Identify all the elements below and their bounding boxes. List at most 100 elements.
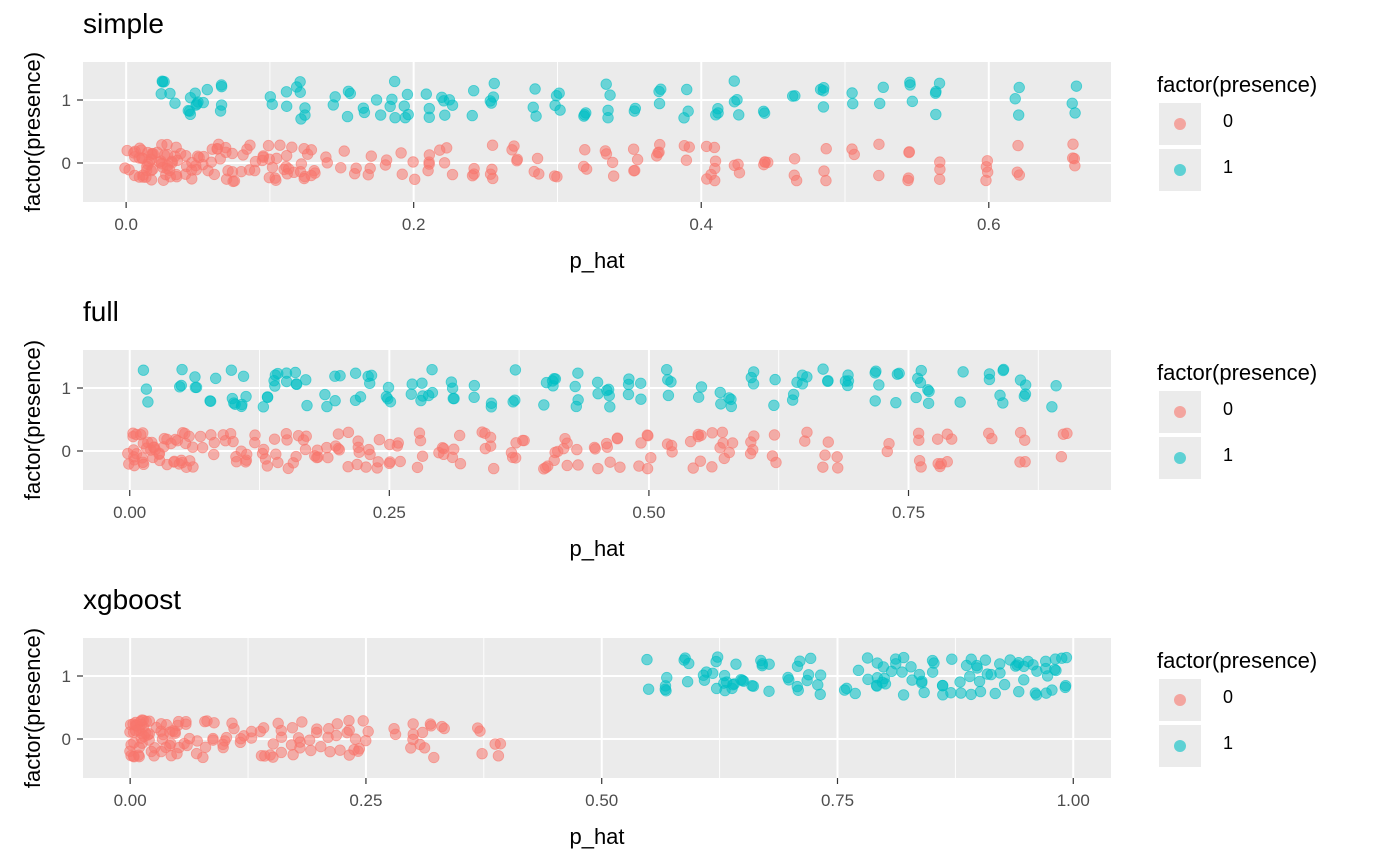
data-point — [189, 371, 201, 383]
data-point — [169, 97, 181, 109]
legend-item-1: 1 — [1157, 148, 1397, 194]
data-point — [466, 109, 478, 122]
data-point — [561, 459, 573, 472]
data-point — [382, 393, 394, 405]
data-point — [723, 392, 735, 404]
data-point — [839, 375, 852, 387]
data-point — [817, 101, 830, 113]
data-point — [1039, 655, 1052, 667]
data-point — [604, 456, 616, 468]
legend-key-0 — [1159, 103, 1201, 145]
data-point — [831, 451, 843, 463]
data-point — [272, 456, 284, 469]
legend-title: factor(presence) — [1157, 360, 1318, 385]
data-point — [870, 365, 882, 377]
data-point — [445, 376, 458, 388]
data-point — [631, 153, 644, 166]
data-point — [728, 96, 741, 108]
data-point — [579, 144, 591, 156]
data-point — [946, 653, 958, 665]
data-point — [817, 363, 829, 375]
data-point — [438, 157, 451, 169]
data-point — [334, 370, 346, 382]
data-point — [745, 371, 758, 384]
x-tick-label: 0.6 — [977, 215, 1001, 234]
data-point — [680, 154, 693, 166]
data-point — [997, 397, 1009, 409]
data-point — [280, 149, 293, 162]
plot-svg-xgboost: 0 1 0.00 0.25 0.50 0.75 1.00 p_hat factor(presen… — [20, 628, 1111, 849]
panel-title: simple — [83, 8, 164, 39]
data-point — [199, 741, 212, 753]
data-point — [893, 367, 905, 379]
data-point — [1018, 674, 1030, 686]
data-point — [997, 363, 1010, 376]
data-point — [228, 175, 241, 187]
data-point — [957, 366, 969, 378]
data-point — [655, 83, 667, 95]
x-tick-label: 0.00 — [113, 503, 146, 522]
data-point — [1013, 81, 1025, 94]
data-point — [189, 87, 201, 99]
data-point — [219, 735, 231, 747]
data-point — [174, 147, 187, 160]
data-point — [538, 399, 550, 411]
data-point — [282, 163, 295, 175]
data-point — [709, 174, 721, 187]
data-point — [578, 108, 591, 121]
data-point — [341, 110, 354, 123]
data-point — [305, 744, 317, 757]
legend-dot-0 — [1174, 118, 1186, 130]
data-point — [885, 665, 898, 678]
data-point — [140, 383, 153, 395]
data-point — [324, 745, 336, 758]
data-point — [915, 364, 927, 377]
data-point — [818, 165, 830, 177]
data-point — [964, 670, 976, 683]
data-point — [395, 147, 407, 159]
data-point — [142, 396, 154, 408]
data-point — [416, 726, 429, 739]
data-point — [570, 400, 582, 413]
legend-key-0 — [1159, 679, 1201, 721]
data-point — [915, 461, 927, 473]
data-point — [409, 173, 421, 185]
y-tick-label: 1 — [62, 379, 71, 398]
data-point — [683, 141, 695, 153]
data-point — [488, 462, 500, 475]
data-point — [290, 450, 302, 463]
data-point — [930, 108, 942, 121]
data-point — [264, 749, 276, 761]
data-point — [332, 428, 345, 440]
plot-background — [83, 638, 1111, 778]
data-point — [936, 679, 949, 692]
data-point — [706, 427, 718, 439]
x-tick-label: 0.75 — [892, 503, 925, 522]
legend-dot-1 — [1174, 452, 1186, 464]
data-point — [237, 370, 250, 383]
data-point — [186, 173, 198, 185]
data-point — [554, 104, 566, 116]
data-point — [290, 81, 303, 93]
data-point — [476, 426, 488, 438]
data-point — [275, 724, 287, 737]
data-point — [380, 154, 393, 166]
data-point — [1050, 664, 1062, 677]
data-point — [352, 441, 364, 454]
data-point — [305, 144, 318, 156]
data-point — [239, 456, 252, 468]
data-point — [270, 152, 283, 165]
legend-dot-0 — [1174, 406, 1186, 418]
data-point — [735, 673, 747, 686]
data-point — [551, 171, 563, 183]
data-point — [1013, 685, 1025, 698]
data-point — [635, 377, 647, 389]
data-point — [341, 726, 353, 739]
data-point — [414, 738, 426, 751]
data-point — [965, 688, 977, 701]
data-point — [486, 139, 499, 151]
data-point — [315, 740, 327, 753]
data-point — [301, 399, 313, 412]
data-point — [269, 380, 281, 392]
data-point — [280, 86, 293, 98]
